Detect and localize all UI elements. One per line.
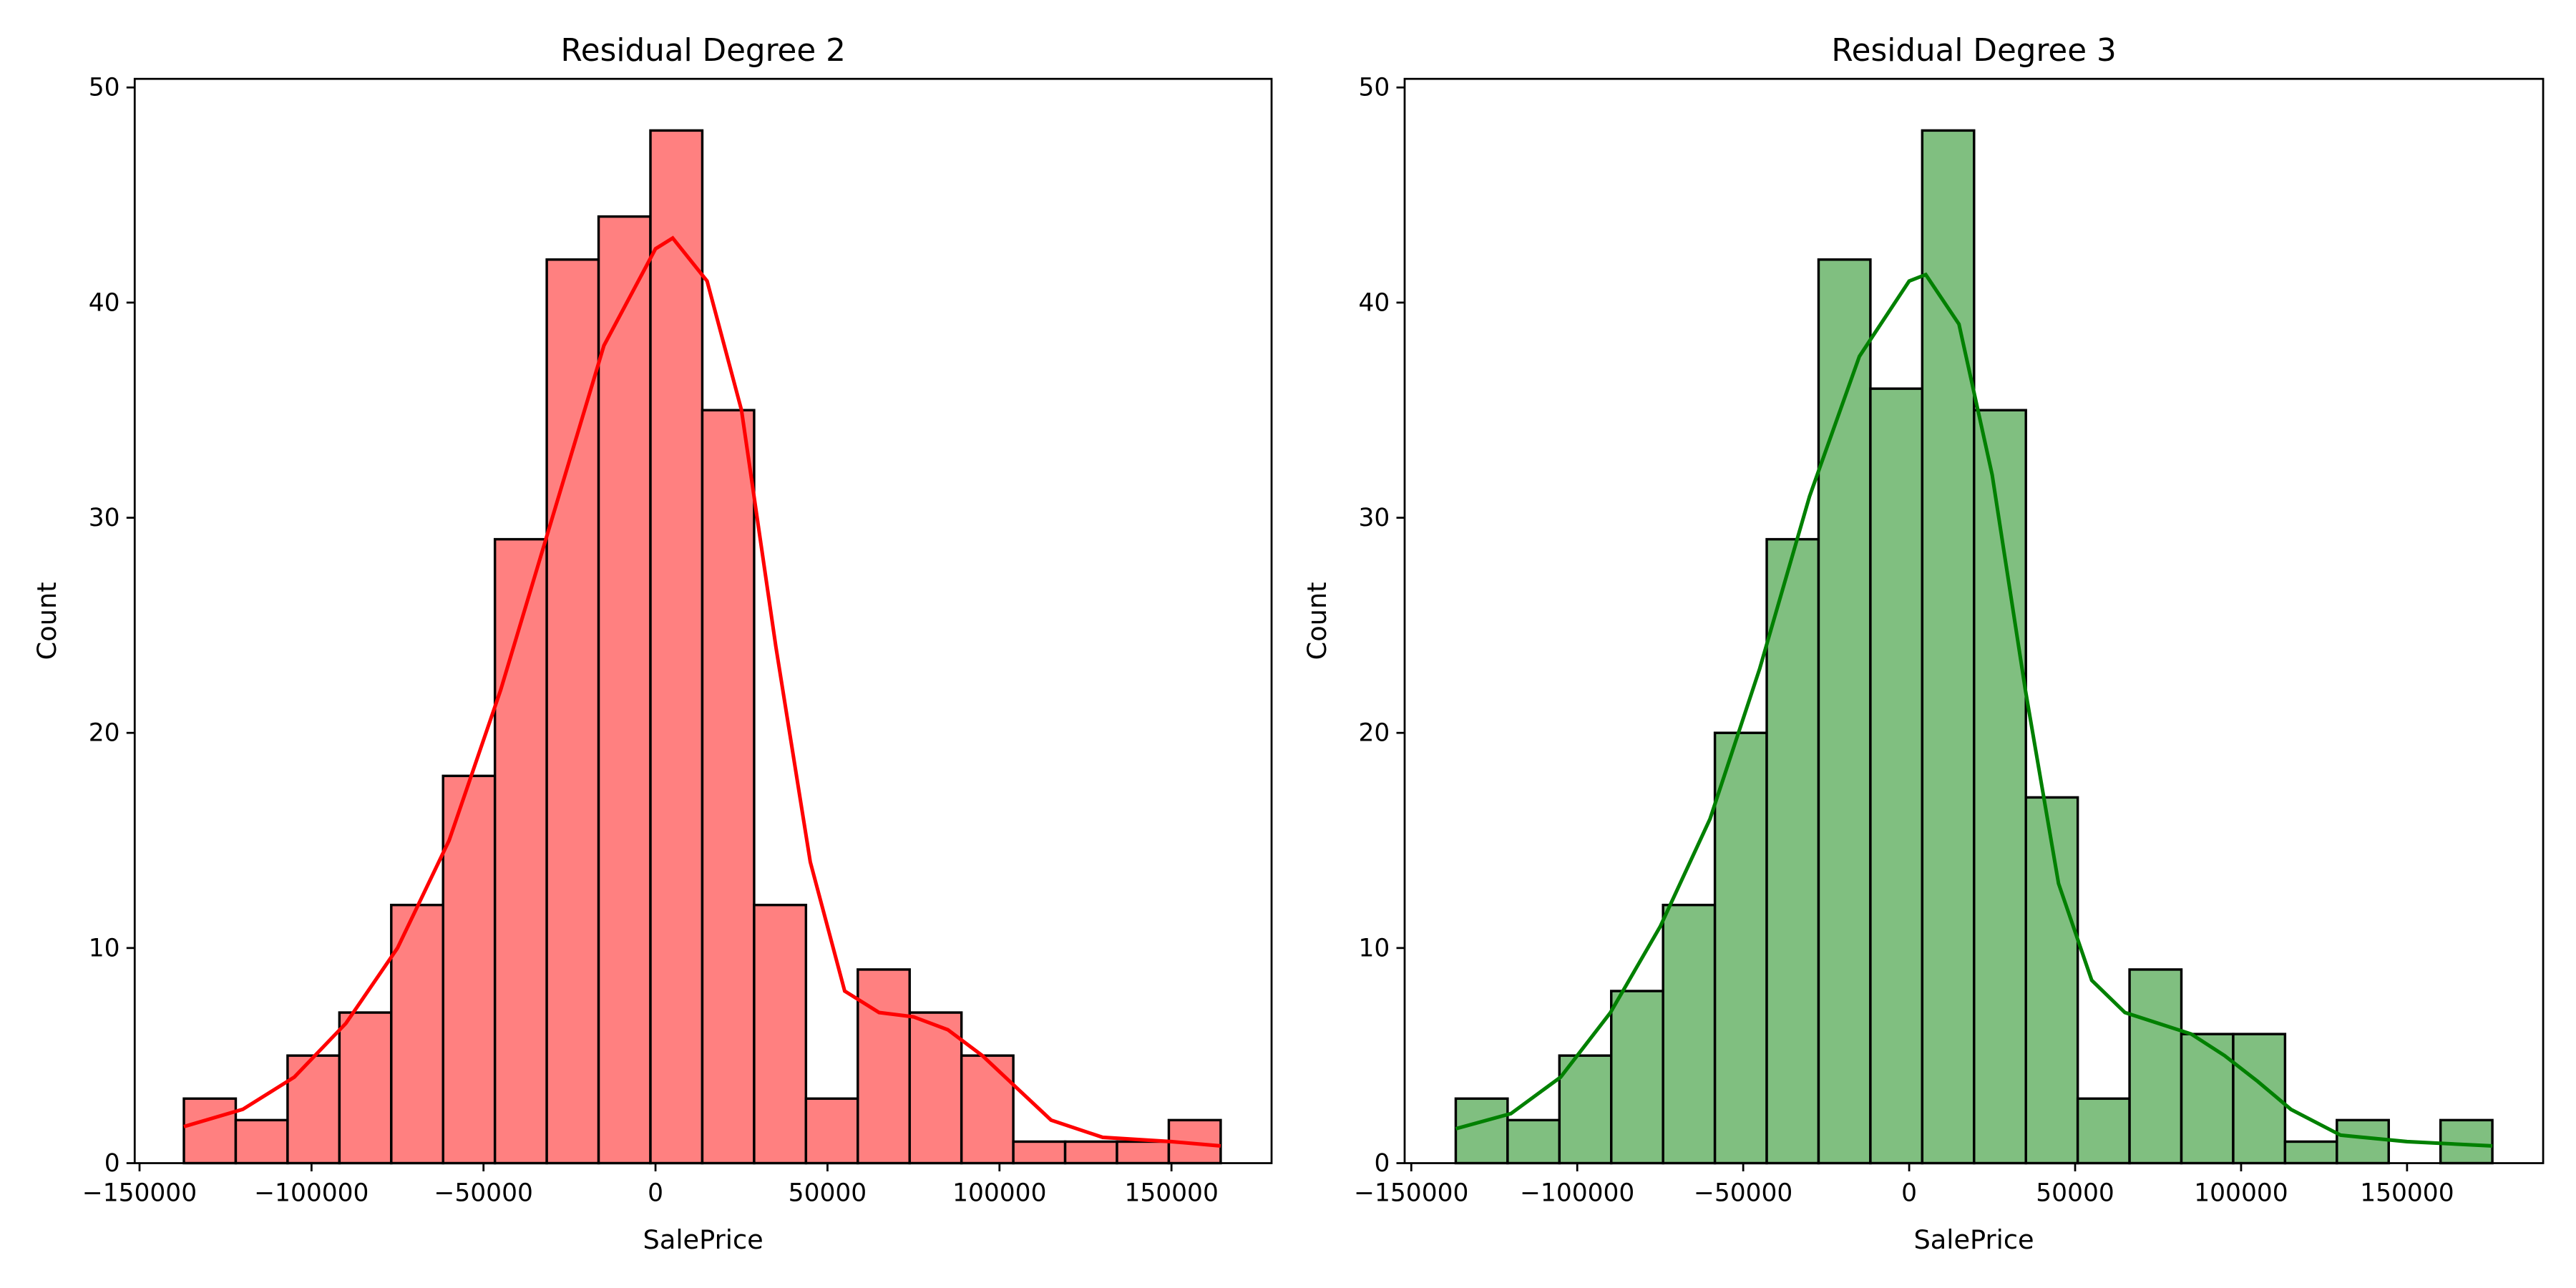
y-tick-label: 40: [1359, 288, 1390, 317]
x-tick-label: −100000: [254, 1179, 369, 1207]
bar: [1662, 904, 1717, 1165]
y-tick-label: 30: [1359, 504, 1390, 532]
bar: [960, 1054, 1015, 1165]
x-axis-label: SalePrice: [643, 1224, 763, 1255]
y-tick-label: 0: [1374, 1149, 1390, 1178]
x-tick-label: 0: [648, 1179, 663, 1207]
bar: [1973, 409, 2027, 1165]
bar: [1817, 258, 1872, 1165]
x-tick-label: 150000: [2360, 1179, 2454, 1207]
y-axis-label: Count: [1302, 582, 1332, 660]
bar: [2076, 1097, 2131, 1165]
x-tick-label: −50000: [434, 1179, 533, 1207]
bar: [1063, 1140, 1118, 1165]
y-tick-label: 50: [89, 74, 120, 102]
bar: [286, 1054, 341, 1165]
axes-frame: [133, 77, 1273, 1164]
bar: [234, 1118, 289, 1165]
y-tick-label: 50: [1359, 74, 1390, 102]
axes-frame: [1403, 77, 2545, 1164]
bar: [1610, 990, 1664, 1165]
x-tick-label: 100000: [2194, 1179, 2288, 1207]
x-tick-label: −100000: [1520, 1179, 1634, 1207]
bar: [597, 215, 652, 1165]
bar: [1506, 1118, 1561, 1165]
y-axis-label: Count: [31, 582, 62, 660]
x-tick-label: 0: [1901, 1179, 1917, 1207]
x-tick-label: 100000: [952, 1179, 1046, 1207]
chart-title: Residual Degree 3: [1831, 33, 2116, 69]
bar: [2024, 796, 2079, 1165]
x-tick-label: −150000: [82, 1179, 197, 1207]
y-tick-label: 0: [104, 1149, 120, 1178]
kde-line: [183, 235, 1221, 1148]
bar: [701, 409, 756, 1165]
bar: [753, 904, 808, 1165]
y-tick-label: 30: [89, 504, 120, 532]
bar: [1921, 129, 1976, 1165]
y-tick-label: 10: [89, 934, 120, 962]
bar: [2336, 1118, 2390, 1165]
bar: [338, 1011, 393, 1165]
bar: [1765, 537, 1820, 1165]
bar: [1869, 387, 1924, 1165]
bar: [1116, 1140, 1171, 1165]
y-tick-label: 20: [89, 719, 120, 748]
bar: [2439, 1118, 2494, 1165]
bar: [2128, 968, 2183, 1165]
bar: [390, 904, 444, 1165]
kde-line: [1455, 272, 2493, 1148]
x-tick-label: −150000: [1354, 1179, 1468, 1207]
bar: [857, 968, 911, 1165]
bar: [182, 1097, 238, 1165]
bar: [804, 1097, 859, 1165]
bar: [1012, 1140, 1067, 1165]
bar: [493, 537, 548, 1165]
y-tick-label: 10: [1359, 934, 1390, 962]
chart-title: Residual Degree 2: [560, 33, 845, 69]
bar: [1558, 1054, 1613, 1165]
bar: [441, 774, 497, 1165]
x-axis-label: SalePrice: [1913, 1224, 2034, 1255]
x-tick-label: 150000: [1124, 1179, 1218, 1207]
y-tick-label: 20: [1359, 719, 1390, 748]
y-tick-label: 40: [89, 288, 120, 317]
x-tick-label: 50000: [2036, 1179, 2114, 1207]
bar: [1454, 1097, 1509, 1165]
bar: [649, 129, 704, 1165]
bar: [2180, 1033, 2235, 1165]
x-tick-label: −50000: [1694, 1179, 1792, 1207]
bar: [2283, 1140, 2338, 1165]
bar: [1713, 731, 1768, 1165]
x-tick-label: 50000: [789, 1179, 867, 1207]
